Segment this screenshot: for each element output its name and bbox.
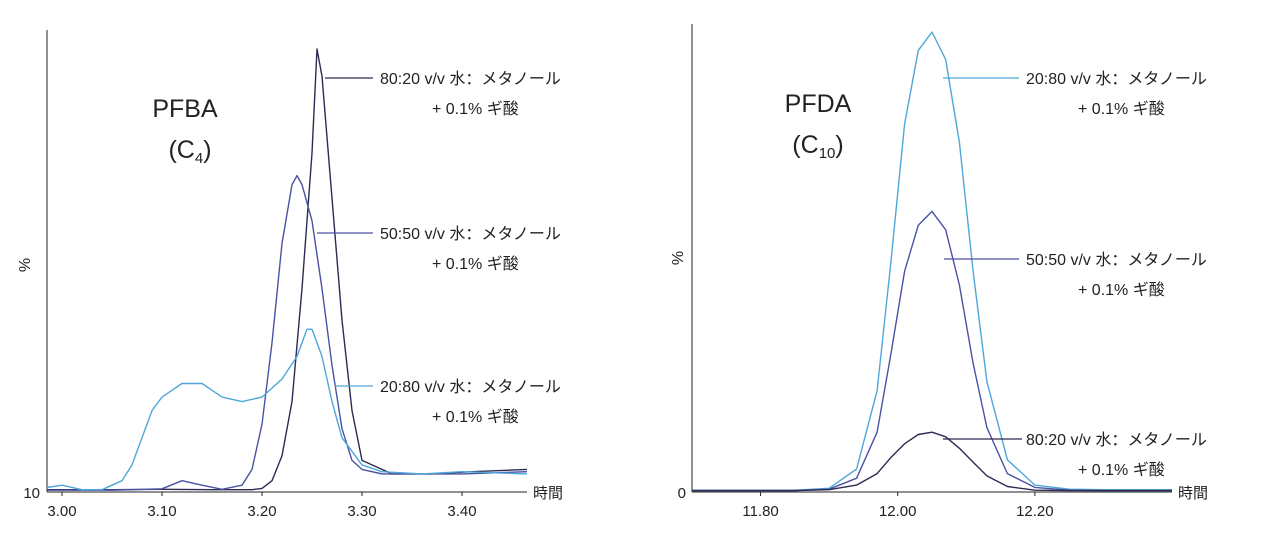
pfda-y-tick-label: 0 <box>678 485 686 502</box>
pfda-annotation-label-1: 20:80 v/v 水：メタノール <box>1026 70 1207 88</box>
pfba-x-label: 時間 <box>533 485 563 502</box>
pfba-annotation-sublabel-3: + 0.1% ギ酸 <box>432 408 519 426</box>
pfda-series-line-2 <box>692 210 1172 492</box>
pfba-annotation-sublabel-1: + 0.1% ギ酸 <box>432 100 519 118</box>
pfda-annotation-label-2: 50:50 v/v 水：メタノール <box>1026 251 1207 269</box>
pfba-subtitle: (C4) <box>168 136 211 167</box>
pfba-annotation-label-3: 20:80 v/v 水：メタノール <box>380 378 561 396</box>
pfda-annotation-label-3: 80:20 v/v 水：メタノール <box>1026 431 1207 449</box>
pfba-x-tick-label: 3.00 <box>47 503 76 520</box>
pfba-y-tick-label: 10 <box>23 485 40 502</box>
pfba-panel: % 10 時間 PFBA (C4) 3.00 3.10 3.20 3.30 3.40 8… <box>17 30 563 520</box>
pfba-series-line-3 <box>46 328 528 491</box>
pfba-x-tick-label: 3.40 <box>447 503 476 520</box>
pfda-series-line-3 <box>692 431 1172 492</box>
pfda-y-label: % <box>670 251 687 265</box>
pfba-series-line-1 <box>47 48 528 491</box>
pfda-panel: % 0 時間 PFDA (C10) 11.80 12.00 12.20 20:80 … <box>670 24 1208 520</box>
pfda-x-tick-label: 11.80 <box>742 503 778 520</box>
pfda-title: PFDA <box>785 90 852 118</box>
pfba-y-label: % <box>17 258 34 272</box>
pfda-series-line-1 <box>692 31 1172 491</box>
pfda-subtitle: (C10) <box>792 131 843 162</box>
pfba-annotation-label-1: 80:20 v/v 水：メタノール <box>380 70 561 88</box>
pfba-annotation-sublabel-2: + 0.1% ギ酸 <box>432 255 519 273</box>
pfba-x-tick-label: 3.10 <box>147 503 176 520</box>
pfda-x-tick-label: 12.20 <box>1016 503 1054 520</box>
pfba-x-tick-label: 3.20 <box>247 503 276 520</box>
pfba-x-tick-label: 3.30 <box>347 503 376 520</box>
pfda-x-label: 時間 <box>1178 485 1208 502</box>
pfba-annotation-label-2: 50:50 v/v 水：メタノール <box>380 225 561 243</box>
pfba-series-line-2 <box>47 174 528 491</box>
pfda-annotation-sublabel-3: + 0.1% ギ酸 <box>1078 461 1165 479</box>
pfba-title: PFBA <box>152 95 218 123</box>
pfda-x-tick-label: 12.00 <box>879 503 917 520</box>
pfda-annotation-sublabel-1: + 0.1% ギ酸 <box>1078 100 1165 118</box>
pfda-annotation-sublabel-2: + 0.1% ギ酸 <box>1078 281 1165 299</box>
